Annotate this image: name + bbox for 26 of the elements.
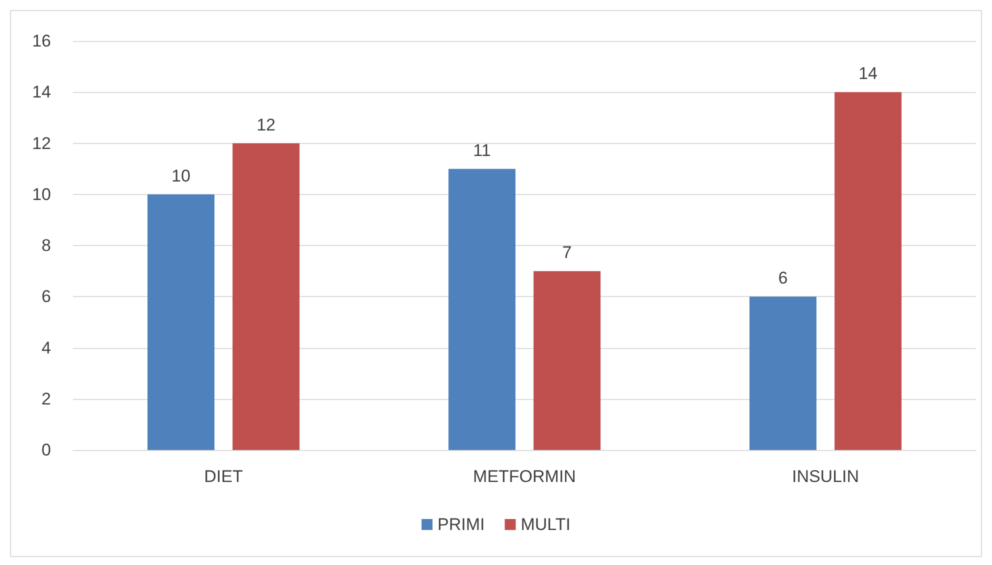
y-tick-label: 16 [32,32,51,50]
bar [448,168,516,450]
y-tick-label: 6 [42,287,51,306]
data-label: 12 [256,115,276,134]
data-label: 7 [562,243,572,262]
bar [232,143,300,450]
y-tick-label: 8 [42,236,51,255]
y-tick-label: 4 [42,338,51,358]
y-tick-label: 12 [32,134,51,153]
legend-label: MULTI [520,515,570,534]
bar [749,296,816,450]
x-tick-label: INSULIN [792,467,860,486]
data-label: 10 [171,166,190,186]
y-tick-label: 2 [42,389,51,408]
bar [834,92,902,450]
y-tick-label: 14 [32,82,51,102]
x-tick-label: METFORMIN [473,467,576,486]
data-label: 11 [473,140,491,160]
y-tick-label: 0 [42,440,51,460]
data-label: 6 [778,268,788,288]
data-label: 14 [858,64,878,84]
bar [147,194,214,450]
y-tick-label: 10 [32,184,51,204]
x-tick-label: DIET [204,467,243,486]
bar [534,271,601,450]
legend-label: PRIMI [438,515,485,534]
